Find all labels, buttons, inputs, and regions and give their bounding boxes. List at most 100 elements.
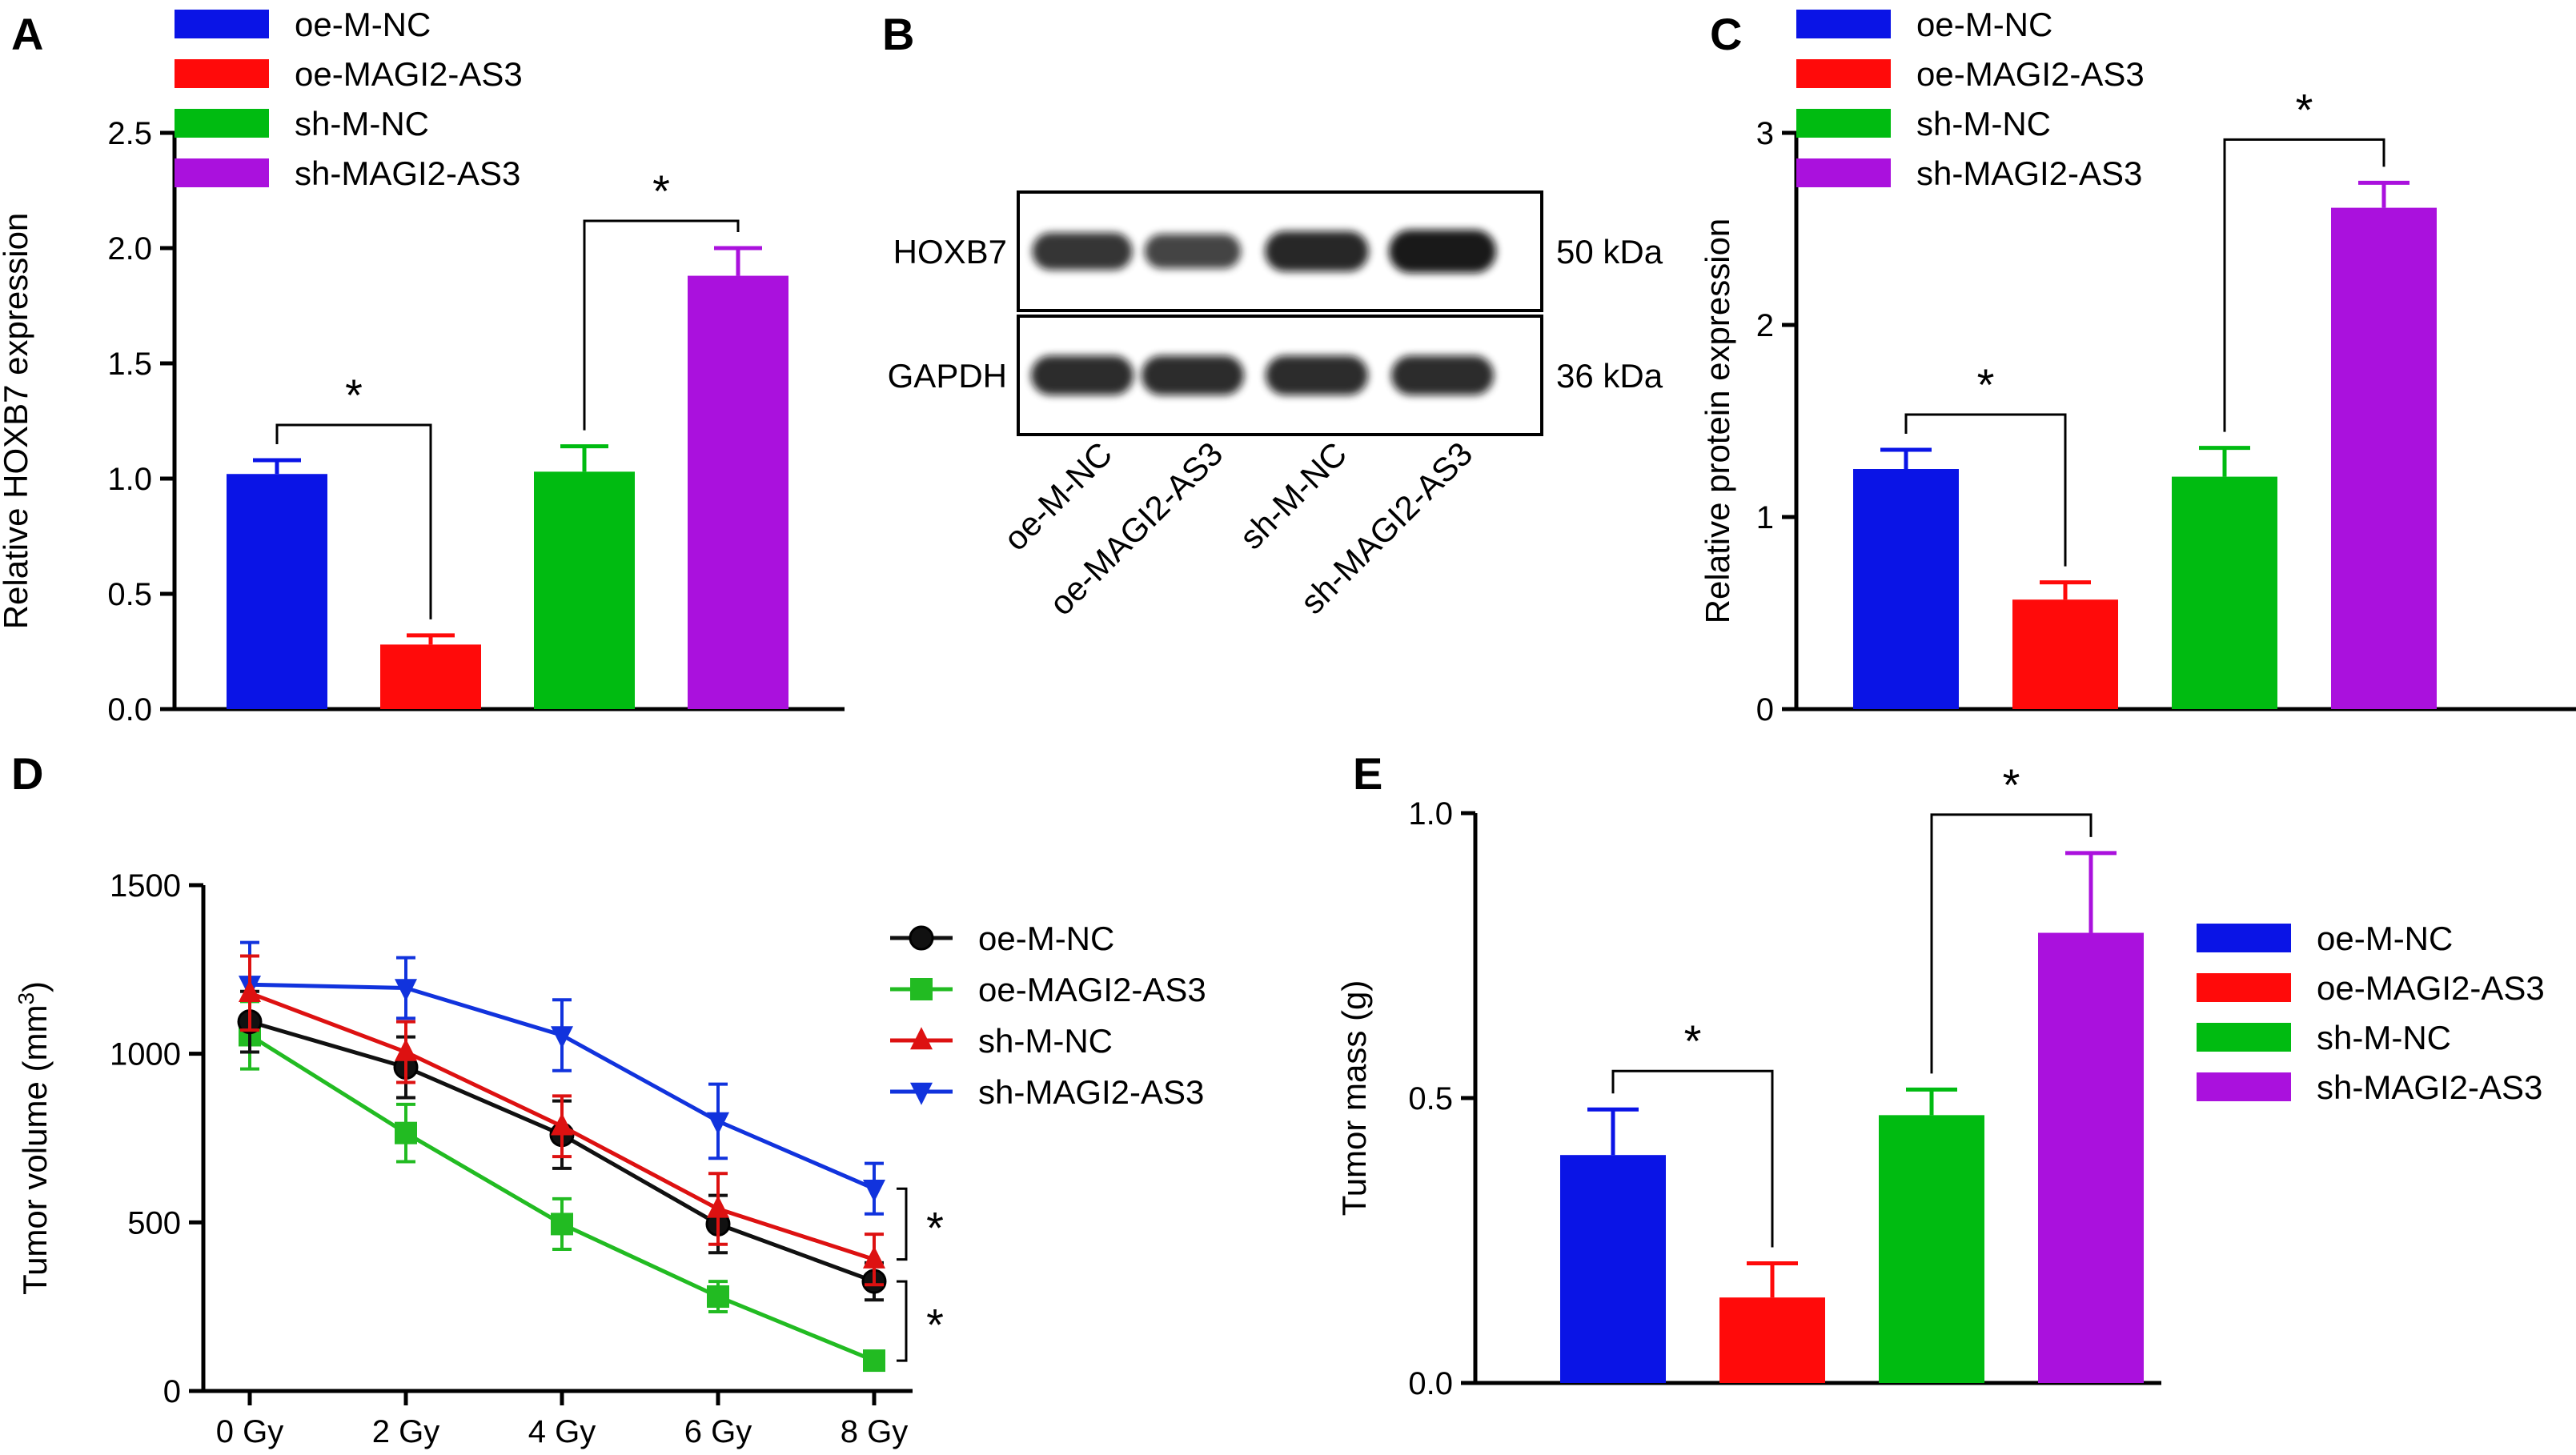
legend-marker-oe-m-nc: [909, 925, 934, 951]
data-point-sh-m-nc: [551, 1112, 573, 1136]
bar-sh-m-nc: [534, 471, 635, 709]
blot-band: [1144, 234, 1242, 269]
significance-star: *: [926, 1202, 944, 1253]
legend-swatch-sh-m-nc: [175, 109, 269, 138]
panel-letter-c: C: [1710, 9, 1742, 59]
y-tick-label: 1.0: [107, 462, 152, 497]
significance-bracket: [1930, 813, 2092, 1074]
data-point-oe-magi2-as3: [395, 1121, 417, 1144]
y-tick-label: 1500: [110, 868, 181, 904]
blot-band: [1142, 355, 1244, 395]
data-point-sh-magi2-as3: [863, 1180, 885, 1202]
y-tick-label: 2.0: [107, 231, 152, 267]
data-point-oe-magi2-as3: [551, 1212, 573, 1236]
significance-bracket: [275, 423, 432, 619]
legend-swatch-sh-magi2-as3: [1796, 158, 1891, 187]
significance-star: *: [926, 1300, 944, 1350]
series-sh-m-nc: [239, 954, 885, 1287]
panel-e-chart: 0.0 0.5 1.0 Tumor mass (g) * * oe-M-NC oe-MAGI2…: [1335, 760, 2545, 1401]
legend-label-oe-m-nc: oe-M-NC: [295, 6, 431, 43]
bar-oe-magi2-as3: [380, 644, 481, 709]
legend-label-sh-magi2-as3: sh-MAGI2-AS3: [2317, 1068, 2542, 1106]
x-tick-label: 0 Gy: [216, 1414, 283, 1449]
legend-label-oe-m-nc: oe-M-NC: [2317, 920, 2453, 957]
data-point-sh-magi2-as3: [551, 1026, 573, 1049]
data-point-sh-m-nc: [863, 1245, 885, 1269]
significance-star: *: [2296, 84, 2313, 134]
y-tick-label: 2: [1756, 308, 1774, 343]
significance-bracket: [2223, 138, 2385, 432]
blot-protein-label: HOXB7: [893, 233, 1007, 271]
y-axis-title: Tumor volume (mm3): [14, 981, 54, 1295]
blot-band: [1389, 230, 1496, 273]
data-point-oe-magi2-as3: [707, 1285, 729, 1309]
bar-sh-m-nc: [2172, 476, 2277, 709]
data-point-sh-m-nc: [239, 980, 261, 1003]
legend-swatch-oe-m-nc: [1796, 10, 1891, 38]
significance-bracket: [1904, 413, 2067, 567]
bar-oe-m-nc: [227, 474, 327, 709]
panel-letter-a: A: [11, 9, 43, 59]
blot-band: [1391, 355, 1494, 395]
y-tick-label: 0.0: [107, 692, 152, 728]
legend-marker-oe-magi2-as3: [910, 978, 933, 1000]
blot-lane-label: sh-M-NC: [1232, 435, 1354, 556]
bar-oe-m-nc: [1560, 1155, 1666, 1383]
bar-sh-magi2-as3: [688, 275, 788, 709]
x-tick-label: 2 Gy: [372, 1414, 439, 1449]
y-tick-label: 1.0: [1408, 796, 1453, 832]
y-axis-title: Relative HOXB7 expression: [0, 213, 34, 630]
y-tick-label: 500: [127, 1205, 181, 1241]
significance-bracket: [897, 1187, 908, 1261]
x-tick-label: 8 Gy: [841, 1414, 908, 1449]
significance-star: *: [345, 370, 363, 420]
legend-label-oe-magi2-as3: oe-MAGI2-AS3: [978, 971, 1206, 1008]
series-sh-magi2-as3: [239, 940, 885, 1216]
blot-size-label: 50 kDa: [1556, 233, 1663, 271]
y-tick-label: 0: [1756, 692, 1774, 728]
y-axis-title: Tumor mass (g): [1335, 980, 1373, 1217]
y-tick-label: 0.5: [107, 577, 152, 612]
blot-protein-label: GAPDH: [888, 357, 1007, 395]
panel-letter-b: B: [882, 9, 914, 59]
y-tick-label: 1000: [110, 1037, 181, 1072]
y-axis-title: Relative protein expression: [1699, 218, 1736, 624]
bar-sh-m-nc: [1879, 1115, 1984, 1383]
x-tick-label: 6 Gy: [684, 1414, 752, 1449]
significance-star: *: [652, 166, 670, 216]
legend-label-oe-magi2-as3: oe-MAGI2-AS3: [2317, 969, 2545, 1007]
legend-swatch-oe-magi2-as3: [175, 59, 269, 88]
panel-c-chart: 0 1 2 3 Relative protein expression * * oe-M-NC…: [1699, 6, 2576, 728]
blot-band: [1266, 355, 1368, 395]
bar-oe-m-nc: [1853, 469, 1959, 709]
legend-swatch-oe-magi2-as3: [1796, 59, 1891, 88]
panel-letter-d: D: [11, 748, 43, 799]
legend-swatch-sh-magi2-as3: [175, 158, 269, 187]
y-tick-label: 2.5: [107, 116, 152, 151]
blot-band: [1265, 230, 1369, 272]
blot-band: [1031, 355, 1134, 395]
significance-bracket: [1611, 1069, 1774, 1248]
significance-star: *: [1684, 1016, 1702, 1066]
legend-swatch-oe-m-nc: [2197, 924, 2291, 952]
series-oe-m-nc: [237, 989, 887, 1302]
legend-label-sh-m-nc: sh-M-NC: [1916, 105, 2051, 142]
legend-label-sh-magi2-as3: sh-MAGI2-AS3: [978, 1073, 1204, 1111]
panel-a-chart: 0.0 0.5 1.0 1.5 2.0 2.5 Relative HOXB7 express…: [0, 6, 845, 728]
significance-star: *: [2003, 760, 2020, 810]
y-tick-label: 0.5: [1408, 1081, 1453, 1116]
y-tick-label: 3: [1756, 116, 1774, 151]
data-point-oe-magi2-as3: [863, 1349, 885, 1373]
legend-label-oe-magi2-as3: oe-MAGI2-AS3: [295, 55, 523, 93]
legend-swatch-oe-m-nc: [175, 10, 269, 38]
legend-marker-sh-magi2-as3: [910, 1082, 933, 1105]
y-tick-label: 0.0: [1408, 1366, 1453, 1401]
y-tick-label: 0: [163, 1374, 181, 1409]
legend-swatch-oe-magi2-as3: [2197, 973, 2291, 1002]
significance-bracket: [897, 1280, 908, 1362]
data-point-sh-m-nc: [395, 1038, 417, 1061]
legend-swatch-sh-magi2-as3: [2197, 1072, 2291, 1101]
legend-label-oe-m-nc: oe-M-NC: [978, 920, 1114, 957]
blot-band: [1032, 232, 1133, 271]
